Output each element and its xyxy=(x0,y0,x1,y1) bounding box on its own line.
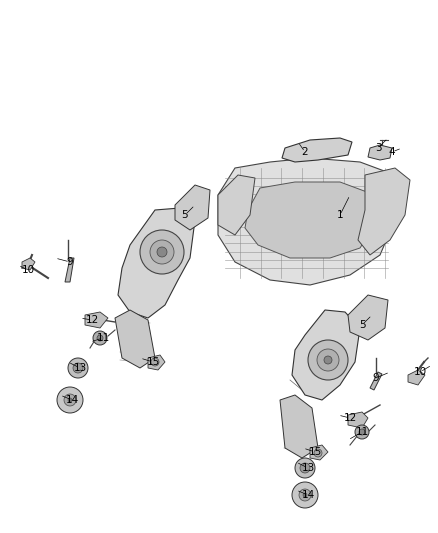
Polygon shape xyxy=(310,445,328,460)
Circle shape xyxy=(157,247,167,257)
Text: 14: 14 xyxy=(65,395,79,405)
Polygon shape xyxy=(218,158,395,285)
Polygon shape xyxy=(370,372,382,390)
Polygon shape xyxy=(368,145,392,160)
Circle shape xyxy=(97,335,103,341)
Circle shape xyxy=(68,398,72,402)
Polygon shape xyxy=(292,310,360,400)
Text: 14: 14 xyxy=(301,490,314,500)
Text: 15: 15 xyxy=(146,357,159,367)
Text: 12: 12 xyxy=(85,315,99,325)
Text: 13: 13 xyxy=(74,363,87,373)
Polygon shape xyxy=(408,370,425,385)
Text: 1: 1 xyxy=(337,210,343,220)
Circle shape xyxy=(140,230,184,274)
Circle shape xyxy=(359,429,365,435)
Circle shape xyxy=(355,425,369,439)
Polygon shape xyxy=(358,168,410,255)
Circle shape xyxy=(93,331,107,345)
Polygon shape xyxy=(118,208,195,318)
Text: 15: 15 xyxy=(308,447,321,457)
Text: 2: 2 xyxy=(302,147,308,157)
Polygon shape xyxy=(22,258,35,270)
Circle shape xyxy=(150,240,174,264)
Polygon shape xyxy=(175,185,210,230)
Text: 5: 5 xyxy=(359,320,365,330)
Polygon shape xyxy=(148,355,165,370)
Circle shape xyxy=(68,358,88,378)
Circle shape xyxy=(151,358,159,366)
Polygon shape xyxy=(65,258,74,282)
Text: 5: 5 xyxy=(182,210,188,220)
Circle shape xyxy=(308,340,348,380)
Text: 12: 12 xyxy=(343,413,357,423)
Circle shape xyxy=(299,489,311,501)
Circle shape xyxy=(314,449,322,457)
Text: 4: 4 xyxy=(389,147,396,157)
Circle shape xyxy=(324,356,332,364)
Text: 11: 11 xyxy=(355,427,369,437)
Text: 11: 11 xyxy=(96,333,110,343)
Polygon shape xyxy=(282,138,352,162)
Text: 9: 9 xyxy=(373,373,379,383)
Circle shape xyxy=(303,493,307,497)
Polygon shape xyxy=(115,310,155,368)
Circle shape xyxy=(300,463,310,473)
Text: 10: 10 xyxy=(413,367,427,377)
Polygon shape xyxy=(245,182,375,258)
Circle shape xyxy=(317,349,339,371)
Polygon shape xyxy=(348,295,388,340)
Polygon shape xyxy=(218,175,255,235)
Circle shape xyxy=(295,458,315,478)
Polygon shape xyxy=(348,412,368,428)
Polygon shape xyxy=(280,395,318,458)
Polygon shape xyxy=(85,312,108,328)
Text: 13: 13 xyxy=(301,463,314,473)
Circle shape xyxy=(57,387,83,413)
Circle shape xyxy=(292,482,318,508)
Circle shape xyxy=(64,394,76,406)
Text: 9: 9 xyxy=(67,257,73,267)
Text: 10: 10 xyxy=(21,265,35,275)
Text: 3: 3 xyxy=(374,143,381,153)
Circle shape xyxy=(73,363,83,373)
